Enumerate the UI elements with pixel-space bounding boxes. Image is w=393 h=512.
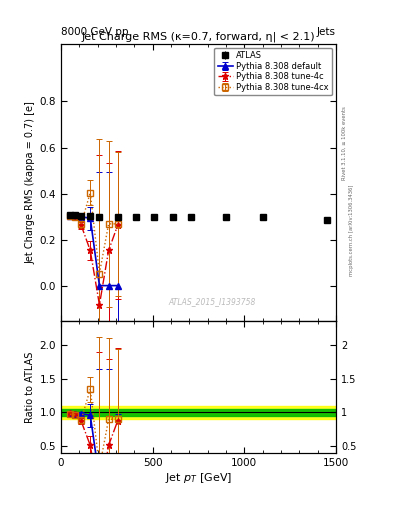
Bar	[61, 406, 336, 419]
Text: Rivet 3.1.10, ≥ 100k events: Rivet 3.1.10, ≥ 100k events	[342, 106, 347, 180]
Text: ATLAS_2015_I1393758: ATLAS_2015_I1393758	[169, 297, 256, 306]
Title: Jet Charge RMS (κ=0.7, forward, η| < 2.1): Jet Charge RMS (κ=0.7, forward, η| < 2.1…	[82, 31, 315, 42]
Text: Jets: Jets	[317, 27, 336, 37]
Text: 8000 GeV pp: 8000 GeV pp	[61, 27, 129, 37]
Legend: ATLAS, Pythia 8.308 default, Pythia 8.308 tune-4c, Pythia 8.308 tune-4cx: ATLAS, Pythia 8.308 default, Pythia 8.30…	[214, 48, 332, 95]
Y-axis label: Ratio to ATLAS: Ratio to ATLAS	[25, 351, 35, 423]
X-axis label: Jet $p_T$ [GeV]: Jet $p_T$ [GeV]	[165, 471, 232, 485]
Text: mcplots.cern.ch [arXiv:1306.3436]: mcplots.cern.ch [arXiv:1306.3436]	[349, 185, 354, 276]
Bar	[61, 409, 336, 416]
Y-axis label: Jet Charge RMS (kappa = 0.7) [e]: Jet Charge RMS (kappa = 0.7) [e]	[26, 101, 35, 264]
